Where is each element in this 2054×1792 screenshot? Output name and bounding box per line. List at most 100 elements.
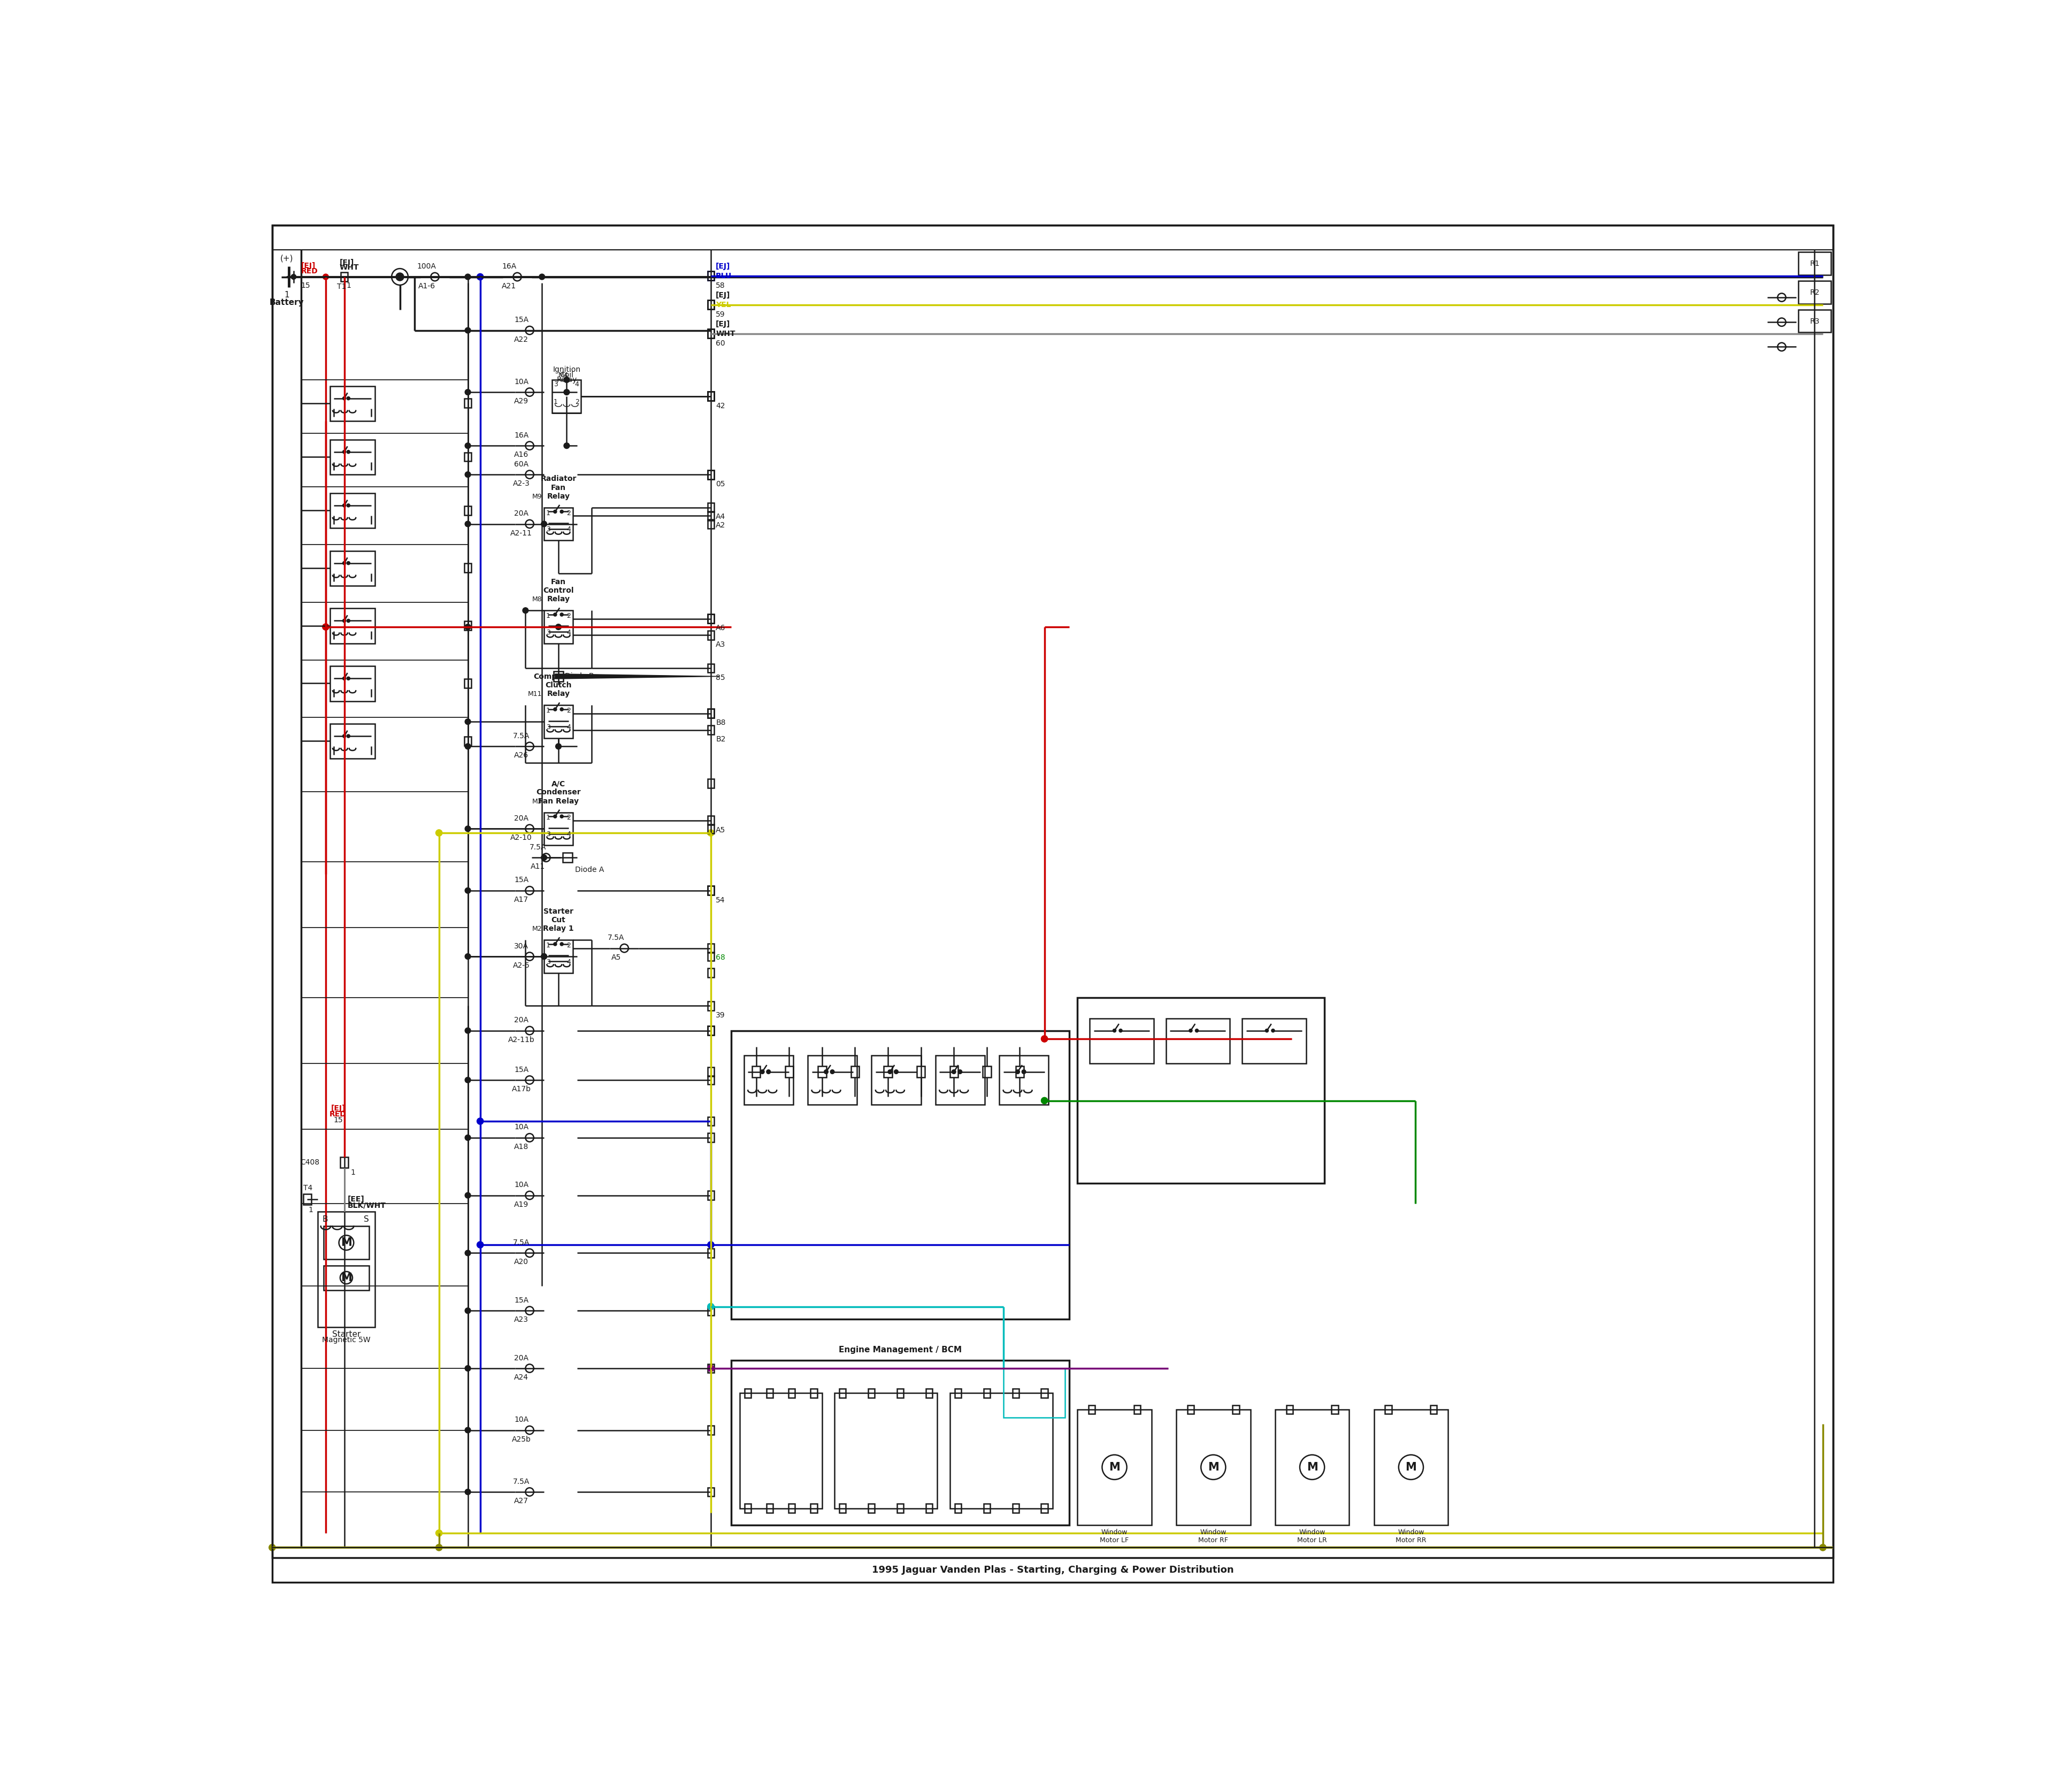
Circle shape <box>538 274 544 280</box>
Text: RED: RED <box>329 1111 347 1118</box>
Text: A2-3: A2-3 <box>514 480 530 487</box>
Circle shape <box>464 624 470 629</box>
Text: M4: M4 <box>559 373 569 378</box>
Bar <box>707 1002 715 1011</box>
Bar <box>744 1055 793 1104</box>
Circle shape <box>760 1070 764 1073</box>
Circle shape <box>464 443 470 448</box>
Bar <box>325 1226 370 1260</box>
Text: 2: 2 <box>567 708 571 715</box>
Text: 4: 4 <box>567 831 571 839</box>
Circle shape <box>464 953 470 959</box>
Circle shape <box>824 1070 828 1073</box>
Text: Engine Management / BCM: Engine Management / BCM <box>838 1346 961 1355</box>
Circle shape <box>477 274 483 280</box>
Text: 2: 2 <box>575 398 579 405</box>
Text: B: B <box>322 1215 329 1224</box>
Text: A24: A24 <box>514 1374 528 1382</box>
Bar <box>707 1306 715 1315</box>
Text: [EJ]: [EJ] <box>302 262 316 269</box>
Text: A11: A11 <box>530 864 544 871</box>
Text: 10A: 10A <box>514 1181 528 1188</box>
Bar <box>955 1389 961 1398</box>
Text: 1: 1 <box>546 509 550 516</box>
Bar <box>707 780 715 788</box>
Text: 15A: 15A <box>514 1066 528 1073</box>
Bar <box>850 1066 859 1077</box>
Bar <box>707 392 715 401</box>
Polygon shape <box>555 674 719 679</box>
Bar <box>1331 1405 1337 1414</box>
Bar <box>707 710 715 719</box>
Bar <box>707 1192 715 1201</box>
Bar <box>1013 1389 1019 1398</box>
Circle shape <box>540 521 546 527</box>
Bar <box>935 1055 984 1104</box>
Text: A2-5: A2-5 <box>514 962 530 969</box>
Text: Window
Motor LF: Window Motor LF <box>1101 1529 1130 1545</box>
Bar <box>998 1055 1048 1104</box>
Text: A/C
Condenser
Fan Relay: A/C Condenser Fan Relay <box>536 780 581 805</box>
Circle shape <box>343 618 345 622</box>
Bar <box>464 400 470 409</box>
Text: 58: 58 <box>715 281 725 289</box>
Text: 15A: 15A <box>514 1297 528 1305</box>
Circle shape <box>464 1027 470 1034</box>
Circle shape <box>1271 1029 1276 1032</box>
Bar <box>707 944 715 953</box>
Text: A4: A4 <box>715 513 725 521</box>
Text: A1-6: A1-6 <box>419 281 435 290</box>
Text: C408: C408 <box>300 1159 320 1167</box>
Circle shape <box>522 607 528 613</box>
Text: M: M <box>1306 1462 1319 1473</box>
Text: Starter
Cut
Relay 1: Starter Cut Relay 1 <box>542 909 573 932</box>
Bar <box>869 1389 875 1398</box>
Text: 60A: 60A <box>514 461 528 468</box>
Bar <box>789 1503 795 1512</box>
Circle shape <box>1041 1036 1048 1043</box>
Bar <box>563 853 573 862</box>
Circle shape <box>707 830 715 837</box>
Text: M: M <box>341 1236 351 1247</box>
Bar <box>949 1066 957 1077</box>
Circle shape <box>347 504 349 507</box>
Bar <box>1797 310 1830 333</box>
Circle shape <box>707 1242 715 1247</box>
Bar <box>871 1055 920 1104</box>
Bar <box>1041 1503 1048 1512</box>
Bar <box>840 1389 846 1398</box>
Bar <box>707 952 715 961</box>
Bar <box>926 1389 933 1398</box>
Bar <box>464 737 470 745</box>
Bar <box>331 439 376 475</box>
Bar <box>707 1133 715 1142</box>
Text: 3: 3 <box>546 959 550 966</box>
Circle shape <box>464 1426 470 1434</box>
Bar <box>707 511 715 520</box>
Circle shape <box>322 274 329 280</box>
Bar <box>707 1027 715 1036</box>
Text: Starter: Starter <box>333 1330 362 1339</box>
Bar <box>1013 1503 1019 1512</box>
Bar <box>707 470 715 478</box>
Circle shape <box>1041 1097 1048 1104</box>
Text: 2: 2 <box>567 943 571 950</box>
Bar <box>731 1030 1070 1319</box>
Text: M11: M11 <box>528 692 542 697</box>
Circle shape <box>893 1070 898 1073</box>
Bar <box>331 385 376 421</box>
Bar <box>707 301 715 310</box>
Circle shape <box>464 1251 470 1256</box>
Bar <box>739 1392 822 1509</box>
Text: 10A: 10A <box>514 1124 528 1131</box>
Circle shape <box>1265 1029 1269 1032</box>
Circle shape <box>1021 1070 1025 1073</box>
Bar <box>464 563 470 573</box>
Circle shape <box>707 1366 715 1371</box>
Circle shape <box>464 1489 470 1495</box>
Bar <box>707 615 715 624</box>
Text: A19: A19 <box>514 1201 528 1208</box>
Text: 4: 4 <box>567 629 571 636</box>
Bar <box>916 1066 924 1077</box>
Text: 10A: 10A <box>514 378 528 385</box>
